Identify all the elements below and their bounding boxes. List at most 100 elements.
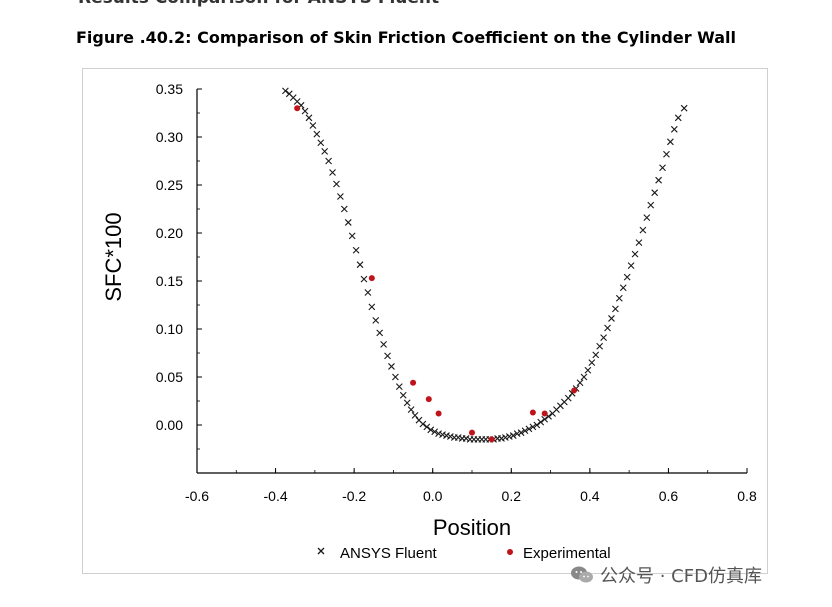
fluent-point [680,104,688,112]
fluent-point [533,421,541,429]
fluent-point [623,273,631,281]
fluent-point [647,201,655,209]
fluent-point [584,366,592,374]
fluent-point [639,226,647,234]
fluent-point [376,329,384,337]
x-tick-label: 0.0 [423,488,443,504]
legend-item-experimental: Experimental [507,545,611,562]
fluent-point [352,246,360,254]
fluent-point [659,164,666,172]
fluent-point [525,425,533,433]
fluent-point [282,87,289,95]
x-axis-label: Position [433,515,511,540]
x-tick-label: 0.8 [737,488,757,504]
fluent-point [615,294,623,302]
experimental-point [541,410,548,417]
fluent-point [505,433,513,440]
fluent-point [454,434,462,441]
chart-axes [196,89,747,474]
fluent-point [301,107,309,115]
experimental-point [529,409,536,416]
fluent-point [521,427,529,435]
figure-caption: Figure .40.2: Comparison of Skin Frictio… [76,28,736,47]
fluent-point [502,434,509,441]
fluent-point [364,289,372,296]
y-axis-label: SFC*100 [101,212,126,301]
experimental-point [425,396,432,403]
x-tick-label: -0.6 [185,488,209,504]
fluent-point [604,324,611,332]
y-tick-label: 0.00 [156,417,183,433]
fluent-point [388,363,395,370]
watermark-text: 公众号 · CFD仿真库 [600,566,762,587]
legend-marker-dot [507,549,513,555]
fluent-point [423,423,431,431]
x-tick-label: 0.2 [502,488,522,504]
fluent-point [592,351,600,359]
fluent-point [348,232,356,240]
x-tick-label: 0.6 [659,488,679,504]
fluent-point [435,430,442,438]
fluent-point [600,334,607,342]
fluent-point [608,315,615,322]
fluent-point [443,432,450,439]
fluent-point [329,169,336,176]
fluent-point [392,373,399,381]
skin-friction-chart: 0.350.300.250.200.150.100.050.00 -0.6 -0.… [101,81,757,562]
legend-label-experimental: Experimental [523,545,611,562]
experimental-point [368,275,375,282]
experimental-point [435,410,442,417]
fluent-point [431,428,439,436]
fluent-point [537,418,545,426]
series-experimental [294,105,578,443]
experimental-point [488,436,495,443]
fluent-point [313,130,321,138]
y-tick-label: 0.15 [156,273,183,289]
fluent-point [580,373,588,381]
fluent-point [651,189,659,197]
legend-item-ansys-fluent: ANSYS Fluent [317,545,438,562]
experimental-point [410,379,417,386]
y-tick-label: 0.25 [156,177,183,193]
fluent-point [368,303,376,311]
y-tick-label: 0.35 [156,81,183,97]
fluent-point [317,139,325,147]
wechat-icon [571,566,593,583]
fluent-point [344,219,352,226]
fluent-point [411,412,419,419]
fluent-point [419,420,427,428]
y-axis-ticks: 0.35 0.30 0.25 0.20 0.15 0.10 0.05 0.00 [156,81,202,474]
fluent-point [576,379,584,387]
fluent-point [372,316,380,324]
x-tick-label: 0.4 [580,488,600,504]
fluent-point [337,193,344,200]
fluent-point [498,435,505,442]
experimental-point [469,429,475,436]
fluent-point [635,239,643,246]
fluent-point [655,176,662,184]
partial-section-heading: Results Comparison for ANSYS Fluent [78,0,439,8]
fluent-point [395,383,403,390]
fluent-point [305,114,313,122]
fluent-point [513,430,521,438]
legend-label-ansys-fluent: ANSYS Fluent [340,545,438,562]
watermark: 公众号 · CFD仿真库 [570,562,762,588]
fluent-point [384,352,391,360]
fluent-point [541,415,549,423]
fluent-point [340,205,348,213]
experimental-point [571,387,578,394]
fluent-point [631,250,639,258]
fluent-point [627,262,635,270]
fluent-point [667,138,674,146]
y-tick-label: 0.05 [156,369,183,385]
fluent-point [325,157,332,165]
fluent-point [407,406,415,414]
fluent-point [564,394,572,402]
x-axis-ticks: -0.6 -0.4 -0.2 0.0 0.2 0.4 0.6 0.8 [185,468,757,504]
fluent-point [333,180,340,188]
fluent-point [509,432,517,439]
fluent-point [309,122,317,129]
fluent-point [674,114,682,122]
fluent-point [596,342,604,350]
fluent-point [321,148,329,155]
